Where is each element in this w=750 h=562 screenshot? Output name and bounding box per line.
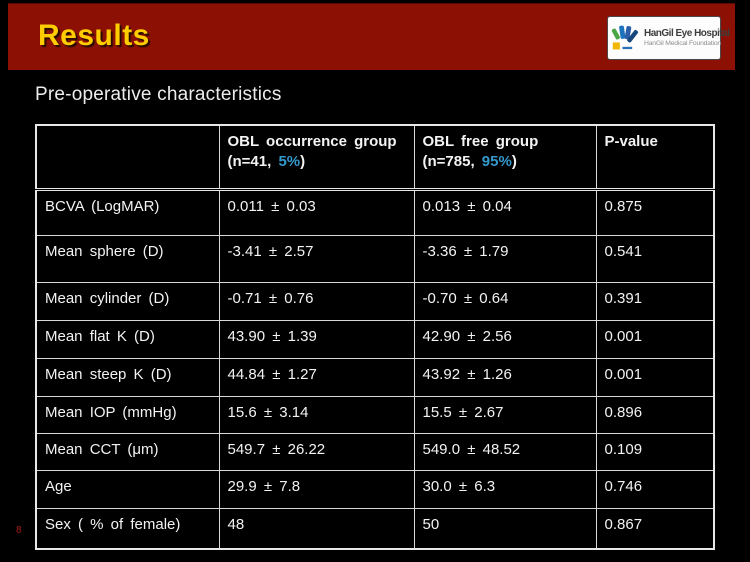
col-header-p-value: P-value [595, 124, 715, 191]
row-label-cell: Mean IOP (mmHg) [35, 396, 220, 434]
free-value-cell: -3.36 ± 1.79 [413, 235, 597, 283]
p-value-cell: 0.867 [595, 508, 715, 549]
percent-highlight: 5% [278, 152, 301, 170]
free-value-cell: -0.70 ± 0.64 [413, 282, 597, 321]
title-banner: Results HanGil Eye Hospital HanGil Medic… [8, 3, 735, 70]
corner-header-cell [35, 124, 220, 191]
table-row: Mean flat K (D) 43.90 ± 1.39 42.90 ± 2.5… [35, 320, 715, 359]
row-label-cell: Mean steep K (D) [35, 358, 220, 397]
p-value-cell: 0.001 [595, 358, 715, 397]
p-value-cell: 0.746 [595, 470, 715, 509]
table-row: BCVA (LogMAR) 0.011 ± 0.03 0.013 ± 0.04 … [35, 189, 715, 236]
row-label-cell: Mean sphere (D) [35, 235, 220, 283]
occurrence-value-cell: -0.71 ± 0.76 [218, 282, 415, 321]
row-label-cell: Sex ( % of female) [35, 508, 220, 549]
row-label-cell: Age [35, 470, 220, 509]
table-row: Mean CCT (μm) 549.7 ± 26.22 549.0 ± 48.5… [35, 433, 715, 471]
section-subtitle: Pre-operative characteristics [35, 84, 282, 105]
free-value-cell: 43.92 ± 1.26 [413, 358, 597, 397]
occurrence-value-cell: 15.6 ± 3.14 [218, 396, 415, 434]
table-row: Sex ( % of female) 48 50 0.867 [35, 508, 715, 549]
p-value-cell: 0.109 [595, 433, 715, 471]
percent-highlight: 95% [481, 152, 512, 170]
slide-number: 8 [16, 525, 22, 536]
col-header-title: OBL occurrence group [227, 133, 397, 150]
free-value-cell: 549.0 ± 48.52 [413, 433, 597, 471]
table-row: Mean steep K (D) 44.84 ± 1.27 43.92 ± 1.… [35, 358, 715, 397]
row-label-cell: Mean flat K (D) [35, 320, 220, 359]
occurrence-value-cell: 48 [218, 508, 415, 549]
table-header-row: OBL occurrence group (n=41, 5%) OBL free… [35, 124, 715, 191]
occurrence-value-cell: 549.7 ± 26.22 [218, 433, 415, 471]
hangil-hand-icon [611, 23, 641, 53]
logo-hospital-name: HanGil Eye Hospital [644, 28, 730, 40]
logo-foundation-name: HanGil Medical Foundation [644, 39, 721, 47]
occurrence-value-cell: 43.90 ± 1.39 [218, 320, 415, 359]
col-header-obl-occurrence: OBL occurrence group (n=41, 5%) [218, 124, 415, 191]
p-value-cell: 0.875 [595, 189, 715, 236]
table-row: Age 29.9 ± 7.8 30.0 ± 6.3 0.746 [35, 470, 715, 509]
preoperative-characteristics-table: OBL occurrence group (n=41, 5%) OBL free… [35, 124, 715, 550]
free-value-cell: 42.90 ± 2.56 [413, 320, 597, 359]
occurrence-value-cell: 0.011 ± 0.03 [218, 189, 415, 236]
table-row: Mean IOP (mmHg) 15.6 ± 3.14 15.5 ± 2.67 … [35, 396, 715, 434]
p-value-cell: 0.541 [595, 235, 715, 283]
p-value-cell: 0.391 [595, 282, 715, 321]
table-row: Mean sphere (D) -3.41 ± 2.57 -3.36 ± 1.7… [35, 235, 715, 283]
free-value-cell: 50 [413, 508, 597, 549]
logo-text: HanGil Eye Hospital HanGil Medical Found… [644, 28, 730, 47]
page-title: Results [38, 19, 150, 52]
occurrence-value-cell: 44.84 ± 1.27 [218, 358, 415, 397]
p-value-cell: 0.896 [595, 396, 715, 434]
row-label-cell: Mean CCT (μm) [35, 433, 220, 471]
row-label-cell: Mean cylinder (D) [35, 282, 220, 321]
occurrence-value-cell: 29.9 ± 7.8 [218, 470, 415, 509]
p-value-cell: 0.001 [595, 320, 715, 359]
table-row: Mean cylinder (D) -0.71 ± 0.76 -0.70 ± 0… [35, 282, 715, 321]
hospital-logo: HanGil Eye Hospital HanGil Medical Found… [607, 16, 730, 60]
free-value-cell: 30.0 ± 6.3 [413, 470, 597, 509]
free-value-cell: 0.013 ± 0.04 [413, 189, 597, 236]
row-label-cell: BCVA (LogMAR) [35, 189, 220, 236]
col-header-title: OBL free group [422, 133, 539, 150]
col-header-obl-free: OBL free group (n=785, 95%) [413, 124, 597, 191]
occurrence-value-cell: -3.41 ± 2.57 [218, 235, 415, 283]
free-value-cell: 15.5 ± 2.67 [413, 396, 597, 434]
